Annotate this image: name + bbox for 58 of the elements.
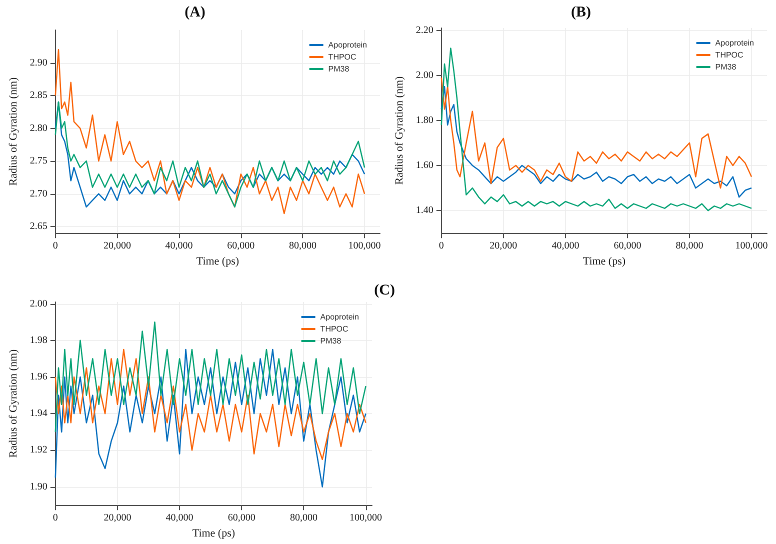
x-tick-label: 60,000 [228, 512, 256, 524]
y-tick-label: 2.00 [416, 70, 434, 81]
legend-label: THPOC [328, 52, 357, 62]
x-tick-label: 100,000 [735, 240, 768, 252]
legend-label: PM38 [715, 62, 737, 72]
line-series [54, 348, 366, 460]
x-tick-label: 100,000 [348, 240, 381, 252]
x-tick-label: 80,000 [290, 512, 318, 524]
x-axis-title: Time (ps) [582, 256, 626, 268]
x-tick-label: 40,000 [166, 512, 194, 524]
x-tick-label: 100,000 [350, 512, 382, 524]
y-tick-label: 1.98 [30, 334, 48, 346]
y-tick-label: 2.85 [30, 90, 48, 102]
y-tick-label: 1.60 [416, 160, 434, 171]
y-tick-label: 1.96 [30, 372, 48, 383]
legend-label: THPOC [320, 324, 349, 334]
y-tick-label: 1.92 [30, 444, 48, 456]
y-tick-label: 2.80 [30, 122, 48, 134]
x-axis-title: Time (ps) [196, 256, 240, 268]
x-axis-title: Time (ps) [192, 528, 236, 540]
legend-label: THPOC [715, 50, 744, 60]
y-axis-title: Radius of Gyration (nm) [8, 76, 20, 186]
y-tick-label: 2.75 [30, 156, 48, 167]
y-tick-label: 1.94 [30, 408, 48, 420]
legend-label: Apoprotein [715, 38, 754, 48]
y-tick-label: 2.00 [30, 298, 48, 310]
y-axis-title: Radius of Gyration (nm) [394, 76, 406, 185]
chart-title: (C) [374, 282, 396, 298]
x-tick-label: 60,000 [227, 240, 255, 252]
x-tick-label: 0 [438, 240, 444, 252]
y-tick-label: 2.20 [416, 24, 434, 36]
x-tick-label: 20,000 [104, 512, 132, 524]
x-tick-label: 0 [52, 512, 58, 524]
y-tick-label: 2.65 [30, 221, 48, 232]
y-tick-label: 2.70 [30, 188, 48, 200]
x-tick-label: 80,000 [288, 240, 316, 252]
x-tick-label: 40,000 [165, 240, 193, 252]
x-tick-label: 20,000 [103, 240, 131, 252]
chart-title: (B) [571, 4, 591, 20]
x-tick-label: 20,000 [490, 240, 518, 252]
legend-label: PM38 [320, 336, 342, 346]
y-tick-label: 1.90 [30, 481, 48, 492]
line-series [440, 48, 752, 212]
legend-label: PM38 [328, 64, 350, 74]
x-tick-label: 60,000 [614, 240, 642, 252]
line-series [54, 348, 366, 488]
y-tick-label: 1.40 [416, 205, 434, 216]
x-tick-label: 0 [52, 240, 58, 252]
legend-label: Apoprotein [328, 40, 368, 50]
y-tick-label: 1.80 [416, 114, 434, 126]
line-series [54, 321, 366, 433]
x-tick-label: 80,000 [676, 240, 704, 252]
line-series [54, 49, 366, 214]
y-axis-title: Radius of Gyration (nm) [8, 348, 20, 458]
x-tick-label: 40,000 [552, 240, 580, 252]
legend-label: Apoprotein [320, 312, 360, 322]
chart-title: (A) [184, 4, 206, 20]
y-tick-label: 2.90 [30, 57, 48, 68]
